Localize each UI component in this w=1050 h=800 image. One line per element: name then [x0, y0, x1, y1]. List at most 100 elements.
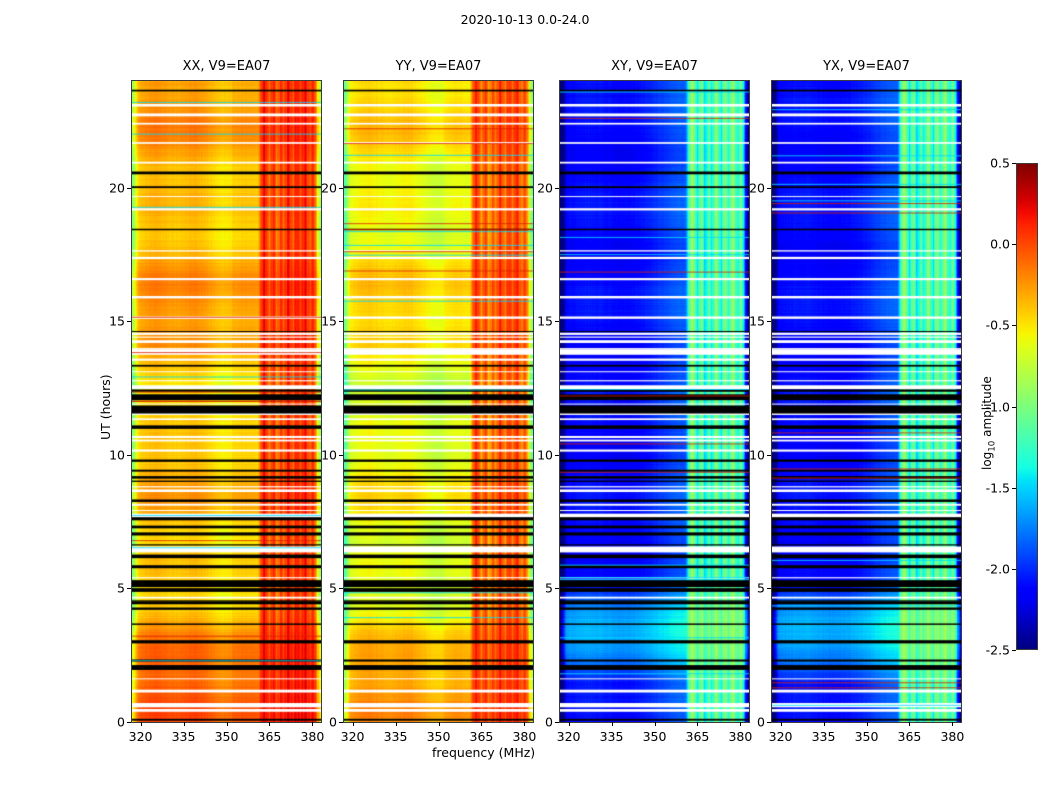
y-tick-label: 5 — [329, 580, 337, 596]
x-tick-label: 365 — [257, 729, 282, 744]
y-tickmark — [339, 321, 343, 323]
colorbar-tick-label: 0.0 — [990, 236, 1010, 252]
x-tick-label: 365 — [685, 729, 710, 744]
colorbar-tickmark — [1012, 325, 1016, 327]
x-axis-label: frequency (MHz) — [432, 745, 536, 760]
x-tick-label: 320 — [340, 729, 365, 744]
x-tick-label: 350 — [642, 729, 667, 744]
x-tickmark — [438, 722, 440, 726]
x-tickmark — [823, 722, 825, 726]
y-tick-label: 0 — [329, 714, 337, 730]
colorbar-tick-label: 0.5 — [990, 155, 1010, 171]
x-tickmark — [269, 722, 271, 726]
y-tickmark — [339, 588, 343, 590]
x-tickmark — [140, 722, 142, 726]
x-tick-label: 350 — [214, 729, 239, 744]
x-tick-label: 380 — [940, 729, 965, 744]
heatmap-image-yy — [344, 81, 533, 722]
figure-suptitle: 2020-10-13 0.0-24.0 — [460, 12, 590, 27]
colorbar-label: log10 amplitude — [980, 376, 998, 470]
y-tick-label: 5 — [757, 580, 765, 596]
y-tick-label: 15 — [537, 313, 553, 329]
x-tickmark — [740, 722, 742, 726]
x-tickmark — [352, 722, 354, 726]
y-tick-label: 20 — [109, 180, 125, 196]
x-tick-label: 335 — [599, 729, 624, 744]
x-tick-label: 350 — [854, 729, 879, 744]
x-tickmark — [524, 722, 526, 726]
panel-title-xy: XY, V9=EA07 — [611, 59, 698, 74]
colorbar-tickmark — [1012, 244, 1016, 246]
y-tickmark — [127, 187, 131, 189]
x-tick-label: 320 — [768, 729, 793, 744]
x-tick-label: 350 — [426, 729, 451, 744]
panel-title-yx: YX, V9=EA07 — [823, 59, 910, 74]
heatmap-panel-xy — [559, 80, 750, 723]
heatmap-panel-xx — [131, 80, 322, 723]
y-tick-label: 20 — [321, 180, 337, 196]
y-tick-label: 0 — [757, 714, 765, 730]
y-tickmark — [555, 722, 559, 723]
x-tickmark — [952, 722, 954, 726]
x-tickmark — [312, 722, 314, 726]
x-tick-label: 380 — [728, 729, 753, 744]
y-tickmark — [555, 588, 559, 590]
y-tickmark — [339, 187, 343, 189]
x-tickmark — [183, 722, 185, 726]
y-tickmark — [127, 588, 131, 590]
y-tickmark — [767, 321, 771, 323]
colorbar-tick-label: -1.0 — [985, 399, 1010, 414]
y-tick-label: 15 — [109, 313, 125, 329]
x-tickmark — [226, 722, 228, 726]
y-tickmark — [555, 321, 559, 323]
y-tickmark — [339, 722, 343, 723]
x-tickmark — [697, 722, 699, 726]
heatmap-panel-yy — [343, 80, 534, 723]
x-tickmark — [654, 722, 656, 726]
y-tick-label: 20 — [537, 180, 553, 196]
colorbar-tick-label: -1.5 — [985, 480, 1010, 496]
heatmap-image-xy — [560, 81, 749, 722]
x-tick-label: 320 — [128, 729, 153, 744]
colorbar-tickmark — [1012, 487, 1016, 489]
y-tick-label: 5 — [117, 580, 125, 596]
x-tick-label: 335 — [171, 729, 196, 744]
y-tickmark — [767, 454, 771, 456]
y-tick-label: 10 — [109, 447, 125, 463]
y-tick-label: 15 — [321, 313, 337, 329]
x-tickmark — [909, 722, 911, 726]
y-tick-label: 10 — [749, 447, 765, 463]
y-tick-label: 0 — [545, 714, 553, 730]
x-tick-label: 335 — [383, 729, 408, 744]
x-tick-label: 380 — [300, 729, 325, 744]
x-tickmark — [780, 722, 782, 726]
colorbar-tickmark — [1012, 406, 1016, 408]
y-axis-label: UT (hours) — [98, 374, 113, 440]
y-tickmark — [555, 187, 559, 189]
colorbar — [1016, 163, 1038, 650]
heatmap-panel-yx — [771, 80, 962, 723]
colorbar-tick-label: -2.5 — [985, 642, 1010, 658]
y-tickmark — [767, 722, 771, 723]
y-tickmark — [767, 187, 771, 189]
y-tickmark — [127, 722, 131, 723]
y-tick-label: 5 — [545, 580, 553, 596]
colorbar-tickmark — [1012, 650, 1016, 651]
y-tickmark — [127, 454, 131, 456]
x-tick-label: 365 — [897, 729, 922, 744]
panel-title-yy: YY, V9=EA07 — [395, 59, 482, 74]
x-tickmark — [866, 722, 868, 726]
colorbar-tickmark — [1012, 568, 1016, 570]
y-tick-label: 0 — [117, 714, 125, 730]
panel-title-xx: XX, V9=EA07 — [182, 59, 271, 74]
colorbar-tickmark — [1012, 163, 1016, 164]
colorbar-tick-label: -2.0 — [985, 561, 1010, 577]
x-tickmark — [568, 722, 570, 726]
y-tickmark — [339, 454, 343, 456]
x-tickmark — [395, 722, 397, 726]
colorbar-tick-label: -0.5 — [985, 317, 1010, 333]
x-tick-label: 380 — [512, 729, 537, 744]
y-tickmark — [555, 454, 559, 456]
x-tickmark — [611, 722, 613, 726]
x-tick-label: 335 — [811, 729, 836, 744]
